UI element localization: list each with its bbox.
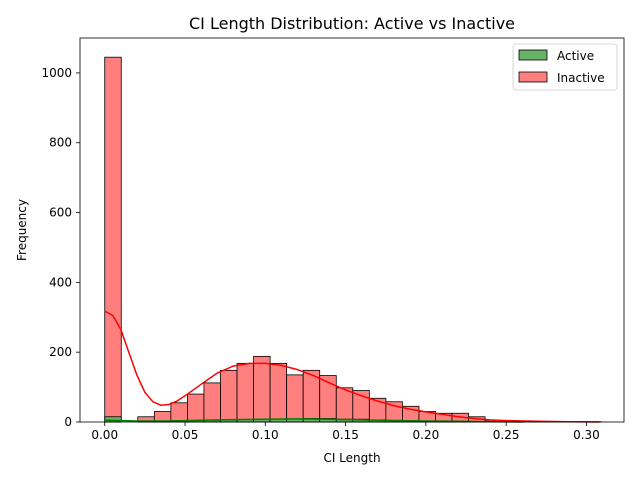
legend-label-active: Active bbox=[557, 49, 594, 63]
x-axis-ticks: 0.00 0.05 0.10 0.15 0.20 0.25 0.30 bbox=[91, 422, 600, 442]
inactive-bar bbox=[335, 387, 354, 423]
y-tick-label: 600 bbox=[49, 206, 72, 220]
legend: Active Inactive bbox=[512, 43, 618, 91]
x-tick-label: 0.05 bbox=[172, 428, 199, 442]
x-tick-label: 0.20 bbox=[413, 428, 440, 442]
active-kde-line bbox=[104, 418, 523, 423]
inactive-bars bbox=[104, 56, 602, 423]
inactive-bar bbox=[286, 374, 304, 423]
inactive-bar bbox=[203, 382, 221, 423]
y-tick-label: 400 bbox=[49, 275, 72, 289]
inactive-bar bbox=[253, 355, 271, 423]
y-tick-label: 200 bbox=[49, 345, 72, 359]
inactive-bar bbox=[269, 362, 288, 423]
legend-swatch-inactive bbox=[518, 71, 548, 83]
chart-title: CI Length Distribution: Active vs Inacti… bbox=[189, 14, 515, 33]
y-tick-label: 1000 bbox=[41, 66, 72, 80]
plot-frame bbox=[79, 37, 625, 423]
inactive-bar bbox=[104, 56, 122, 423]
x-axis-label: CI Length bbox=[323, 451, 380, 465]
x-tick-label: 0.25 bbox=[493, 428, 520, 442]
plot-area bbox=[104, 56, 602, 423]
x-tick-label: 0.00 bbox=[91, 428, 118, 442]
legend-swatch-active bbox=[518, 49, 548, 61]
y-tick-label: 800 bbox=[49, 136, 72, 150]
inactive-bar bbox=[220, 369, 238, 423]
x-tick-label: 0.30 bbox=[573, 428, 600, 442]
inactive-bar bbox=[187, 393, 205, 423]
y-axis-ticks: 0 200 400 600 800 1000 bbox=[41, 66, 80, 429]
inactive-kde-line bbox=[104, 310, 600, 423]
x-tick-label: 0.15 bbox=[332, 428, 359, 442]
inactive-bar bbox=[170, 402, 188, 423]
y-tick-label: 0 bbox=[64, 415, 72, 429]
x-tick-label: 0.10 bbox=[252, 428, 279, 442]
inactive-bar bbox=[236, 362, 254, 423]
y-axis-label: Frequency bbox=[15, 199, 29, 261]
legend-label-inactive: Inactive bbox=[557, 71, 605, 85]
